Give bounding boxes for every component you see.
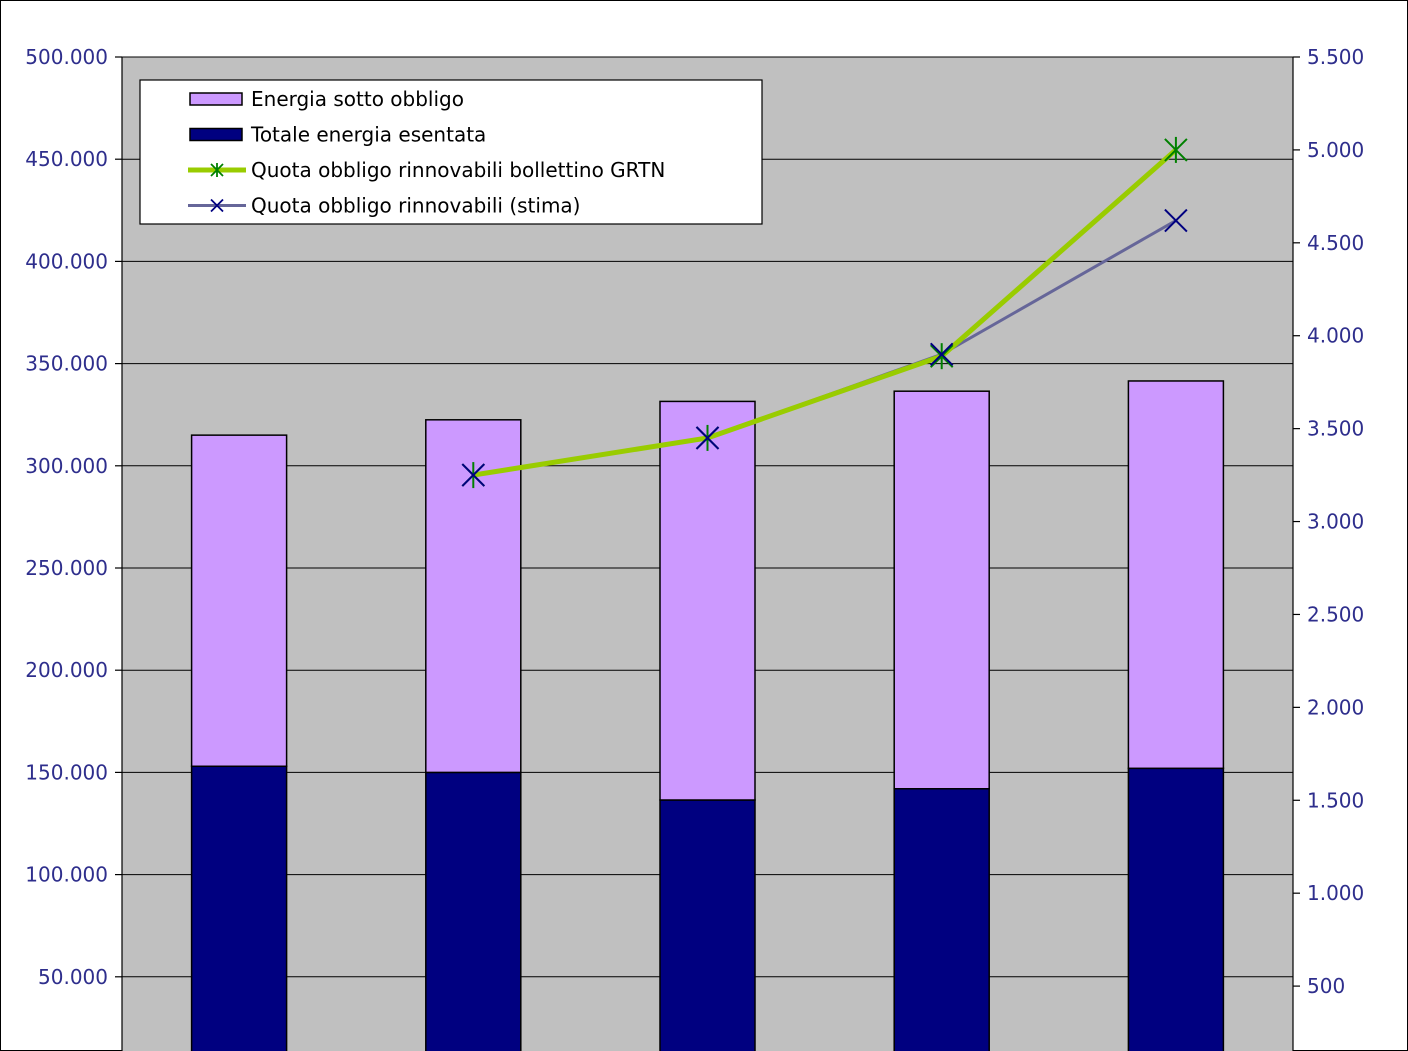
x-marker-stroke bbox=[695, 426, 720, 450]
legend: Energia sotto obbligo Totale energia esen… bbox=[139, 79, 763, 225]
left-tick-label: 50.000 bbox=[38, 965, 108, 989]
left-tick-label: 200.000 bbox=[25, 658, 108, 682]
x-marker-stroke bbox=[1164, 208, 1188, 233]
left-tick-label: 400.000 bbox=[25, 249, 108, 273]
x-marker-stroke bbox=[929, 342, 954, 367]
right-tick-label: 2.000 bbox=[1307, 695, 1364, 719]
left-tick-label: 150.000 bbox=[25, 760, 108, 784]
legend-box bbox=[139, 79, 763, 225]
right-tick-label: 5.000 bbox=[1307, 138, 1364, 162]
left-tick-label: 500.000 bbox=[25, 45, 108, 69]
axes: 50.000 100.000 150.000 200.000 250.000 300.00… bbox=[25, 45, 1364, 1051]
bar-segment bbox=[1127, 380, 1225, 770]
legend-swatch bbox=[189, 127, 243, 142]
bar-segment bbox=[893, 788, 990, 1051]
left-tick-label: 250.000 bbox=[25, 556, 108, 580]
bar-segment bbox=[425, 771, 522, 1051]
x-marker-stroke bbox=[461, 463, 486, 487]
legend-swatch bbox=[189, 92, 243, 106]
legend-label: Quota obbligo rinnovabili (stima) bbox=[251, 194, 580, 218]
bar-segment bbox=[1127, 767, 1225, 1051]
right-tick-label: 3.500 bbox=[1307, 417, 1364, 441]
right-tick-label: 4.500 bbox=[1307, 231, 1364, 255]
right-tick-label: 1.000 bbox=[1307, 881, 1364, 905]
series-line bbox=[472, 148, 1178, 478]
left-tick-label: 350.000 bbox=[25, 352, 108, 376]
left-tick-label: 100.000 bbox=[25, 863, 108, 887]
legend-label: Quota obbligo rinnovabili bollettino GRT… bbox=[251, 158, 665, 182]
right-tick-label: 500 bbox=[1307, 974, 1345, 998]
right-tick-label: 2.500 bbox=[1307, 602, 1364, 626]
bar-segment bbox=[190, 765, 288, 1051]
bar-segment bbox=[190, 434, 288, 768]
legend-label: Totale energia esentata bbox=[250, 123, 486, 147]
right-tick-label: 5.500 bbox=[1307, 45, 1364, 69]
left-tick-label: 450.000 bbox=[25, 147, 108, 171]
left-tick-label: 300.000 bbox=[25, 454, 108, 478]
series-lines bbox=[461, 136, 1188, 489]
right-tick-label: 4.000 bbox=[1307, 324, 1364, 348]
bar-segment bbox=[893, 390, 990, 790]
bar-segment bbox=[659, 400, 756, 801]
legend-marker bbox=[210, 198, 224, 213]
right-tick-label: 3.000 bbox=[1307, 510, 1364, 534]
legend-label: Energia sotto obbligo bbox=[251, 87, 464, 111]
right-tick-label: 1.500 bbox=[1307, 788, 1364, 812]
bar-segment bbox=[659, 799, 756, 1051]
bars bbox=[190, 380, 1225, 1051]
